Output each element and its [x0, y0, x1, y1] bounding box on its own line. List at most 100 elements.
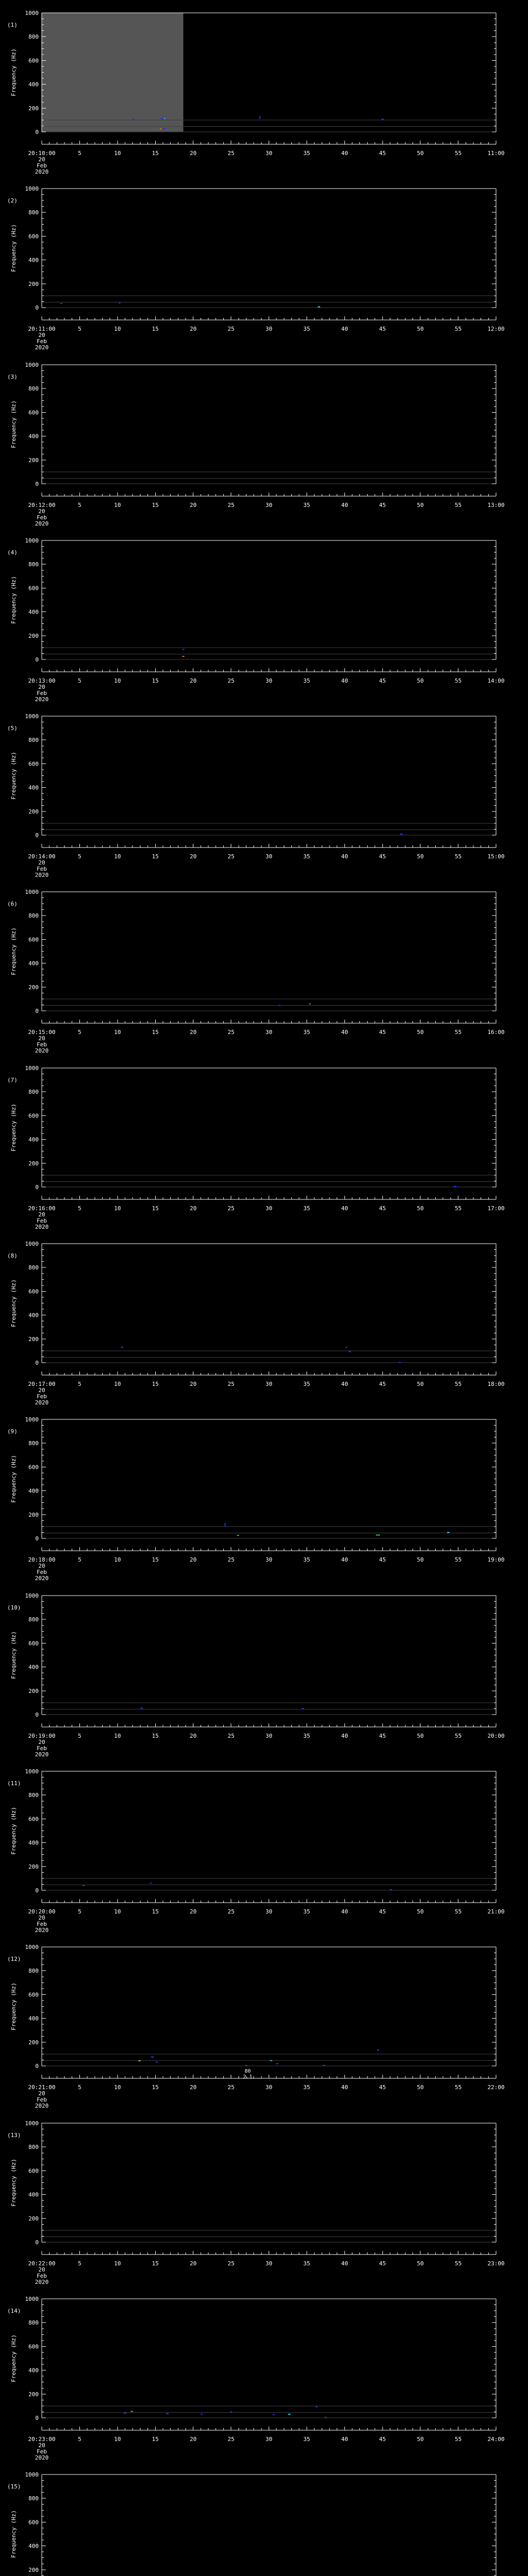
data-point [309, 1003, 311, 1005]
panel-index-label: (10) [7, 1604, 21, 1611]
x-axis-date-line: 2020 [35, 872, 49, 878]
panel-6: 0 200 400 600 800 1000 5 10 15 20 25 30 35 40 45 50 55 20… [7, 889, 505, 1054]
x-tick-label: 50 [417, 1908, 424, 1915]
x-tick-label: 45 [379, 1733, 386, 1739]
x-tick-label: 25 [227, 1381, 234, 1387]
x-tick-label: 15 [152, 853, 159, 860]
panel-10: 0 200 400 600 800 1000 5 10 15 20 25 30 35 40 45 50 55 20… [7, 1592, 505, 1758]
y-tick-label: 0 [35, 1184, 39, 1191]
panel-5: 0 200 400 600 800 1000 5 10 15 20 25 30 35 40 45 50 55 20… [7, 713, 505, 878]
data-point [124, 2412, 127, 2414]
y-tick-label: 600 [28, 1464, 39, 1470]
point-annotation: 80 [244, 2069, 251, 2074]
x-start-time-label: 20:15:00 [28, 1029, 56, 1036]
y-tick-label: 800 [28, 1616, 39, 1623]
x-tick-label: 40 [341, 2436, 348, 2443]
y-tick-label: 1000 [25, 537, 39, 544]
x-axis-date-line: 20 [38, 684, 45, 690]
x-tick-label: 50 [417, 1381, 424, 1387]
x-tick-label: 20 [190, 2436, 196, 2443]
x-tick-label: 50 [417, 1733, 424, 1739]
x-tick-label: 55 [455, 2084, 461, 2091]
x-end-time-label: 21:00 [487, 1908, 504, 1915]
x-axis-date-line: Feb [37, 162, 47, 169]
x-tick-label: 55 [455, 2260, 461, 2267]
x-tick-label: 20 [190, 502, 196, 509]
x-tick-label: 40 [341, 502, 348, 509]
y-tick-label: 600 [28, 1991, 39, 1998]
x-axis-date-line: 20 [38, 1739, 45, 1745]
x-tick-label: 35 [303, 2084, 310, 2091]
x-tick-label: 5 [78, 326, 81, 332]
x-tick-label: 25 [227, 1029, 234, 1036]
x-axis-date-line: Feb [37, 2448, 47, 2455]
data-point [160, 118, 164, 120]
x-tick-label: 20 [190, 2260, 196, 2267]
x-start-time-label: 20:17:00 [28, 1381, 56, 1387]
x-tick-label: 20 [190, 1908, 196, 1915]
data-point [237, 1535, 239, 1536]
y-tick-label: 200 [28, 105, 39, 112]
data-point [182, 649, 185, 650]
x-tick-label: 55 [455, 150, 461, 157]
x-tick-label: 5 [78, 1381, 81, 1387]
x-end-time-label: 19:00 [487, 1556, 504, 1563]
x-start-time-label: 20:14:00 [28, 853, 56, 860]
x-tick-label: 15 [152, 502, 159, 509]
x-tick-label: 10 [114, 1908, 121, 1915]
x-tick-label: 45 [379, 853, 386, 860]
y-axis-title: Frequency (Hz) [10, 48, 17, 96]
x-tick-label: 50 [417, 2436, 424, 2443]
x-tick-label: 45 [379, 150, 386, 157]
x-tick-label: 45 [379, 2260, 386, 2267]
y-tick-label: 200 [28, 2567, 39, 2573]
y-tick-label: 600 [28, 1112, 39, 1119]
panel-2: 0 200 400 600 800 1000 5 10 15 20 25 30 35 40 45 50 55 20… [7, 185, 505, 351]
x-tick-label: 10 [114, 2084, 121, 2091]
y-tick-label: 1000 [25, 2120, 39, 2127]
x-tick-label: 35 [303, 326, 310, 332]
x-end-time-label: 20:00 [487, 1733, 504, 1739]
y-tick-label: 600 [28, 1816, 39, 1822]
x-axis-date-line: 2020 [35, 520, 49, 527]
panel-index-label: (15) [7, 2483, 21, 2490]
data-point [453, 1186, 457, 1188]
y-axis-title: Frequency (Hz) [10, 1455, 17, 1503]
x-start-time-label: 20:19:00 [28, 1733, 56, 1739]
y-tick-label: 200 [28, 2039, 39, 2046]
x-tick-label: 35 [303, 1908, 310, 1915]
y-tick-label: 400 [28, 960, 39, 967]
x-tick-label: 30 [266, 677, 272, 684]
x-tick-label: 40 [341, 677, 348, 684]
panel-index-label: (11) [7, 1780, 21, 1787]
y-tick-label: 200 [28, 2391, 39, 2398]
x-tick-label: 40 [341, 1029, 348, 1036]
x-tick-label: 30 [266, 1205, 272, 1212]
x-tick-label: 50 [417, 1029, 424, 1036]
data-point [182, 656, 185, 657]
x-tick-label: 30 [266, 502, 272, 509]
x-end-time-label: 17:00 [487, 1205, 504, 1212]
y-tick-label: 0 [35, 129, 39, 135]
y-tick-label: 400 [28, 2367, 39, 2374]
panel-index-label: (2) [7, 197, 18, 204]
x-axis-date-line: 2020 [35, 2103, 49, 2109]
y-tick-label: 0 [35, 2239, 39, 2246]
y-tick-label: 400 [28, 257, 39, 264]
data-point [316, 2406, 318, 2408]
data-point [244, 2064, 248, 2066]
x-axis-date-line: 2020 [35, 1927, 49, 1934]
y-tick-label: 600 [28, 936, 39, 943]
panel-index-label: (6) [7, 901, 18, 907]
x-axis-date-line: 20 [38, 1211, 45, 1218]
x-tick-label: 50 [417, 326, 424, 332]
y-axis-title: Frequency (Hz) [10, 1982, 17, 2030]
y-tick-label: 400 [28, 785, 39, 791]
x-tick-label: 20 [190, 1733, 196, 1739]
x-tick-label: 45 [379, 1205, 386, 1212]
x-tick-label: 50 [417, 2084, 424, 2091]
y-tick-label: 600 [28, 57, 39, 64]
x-end-time-label: 22:00 [487, 2084, 504, 2091]
data-point [160, 128, 162, 130]
y-tick-label: 800 [28, 2319, 39, 2326]
